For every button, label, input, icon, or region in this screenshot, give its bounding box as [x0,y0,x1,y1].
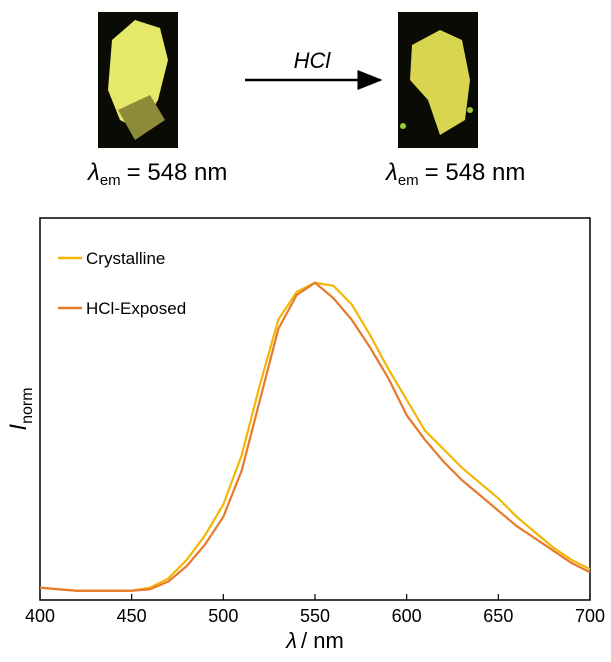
symbol: λ [384,159,398,186]
x-axis-label: λ / nm [285,628,344,653]
subscript: norm [19,387,36,423]
reaction-label: HCl [294,48,332,73]
plot-frame [39,217,591,601]
photo-left [98,12,178,148]
legend-label: Crystalline [86,249,165,268]
x-tick-label: 650 [483,606,513,626]
y-axis-label: Inorm [5,387,36,430]
line-series [39,281,591,592]
subscript: em [398,172,419,189]
x-tick-label: 500 [208,606,238,626]
subscript: em [100,172,121,189]
text: = 548 nm [127,159,228,186]
photo-right [398,12,478,148]
text: / nm [301,628,344,653]
text: = 548 nm [425,159,526,186]
x-tick-label: 400 [25,606,55,626]
symbol: λ [86,159,100,186]
x-tick-label: 550 [300,606,330,626]
x-tick-label: 450 [117,606,147,626]
line-series [39,281,591,592]
x-tick-label: 700 [575,606,605,626]
symbol: λ [285,628,297,653]
left-label: λem = 548 nm [86,159,227,189]
legend-label: HCl-Exposed [86,299,186,318]
symbol: I [5,424,32,431]
right-label: λem = 548 nm [384,159,525,189]
x-tick-label: 600 [392,606,422,626]
